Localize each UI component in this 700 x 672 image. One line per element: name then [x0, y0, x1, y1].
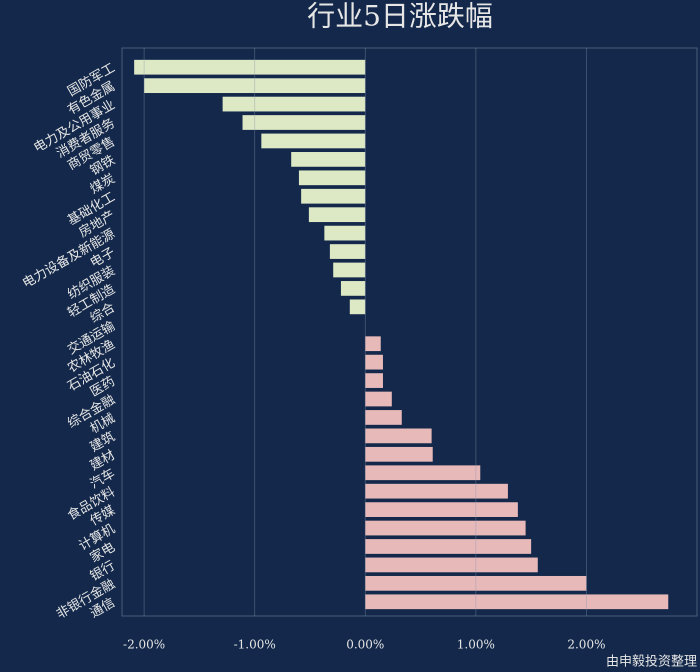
bar	[365, 336, 381, 352]
bar	[324, 225, 366, 241]
bar	[365, 575, 587, 591]
bar	[365, 446, 433, 462]
x-tick-label: 2.00%	[567, 638, 605, 652]
bar	[134, 59, 366, 75]
chart-title: 行业5日涨跌幅	[307, 0, 493, 33]
source-note: 由申毅投资整理	[606, 654, 697, 670]
x-tick-label: -2.00%	[123, 638, 165, 652]
bar	[365, 465, 481, 481]
bar	[365, 557, 538, 573]
bar	[349, 299, 366, 315]
x-tick-label: -1.00%	[234, 638, 276, 652]
bar	[365, 410, 402, 425]
bar	[291, 152, 366, 167]
bar	[365, 594, 669, 610]
bar	[365, 354, 383, 370]
bar	[298, 170, 366, 186]
bar	[365, 502, 518, 517]
bar	[365, 539, 532, 554]
bar	[340, 281, 366, 296]
bar	[365, 483, 508, 499]
bar	[365, 373, 383, 388]
bar	[242, 115, 366, 130]
bar	[365, 428, 432, 444]
bar	[144, 78, 366, 94]
bar	[222, 96, 366, 112]
bar	[308, 207, 366, 223]
bar	[333, 262, 366, 278]
bar	[365, 391, 392, 407]
bar	[365, 520, 526, 536]
x-tick-label: 1.00%	[457, 638, 495, 652]
x-tick-label: 0.00%	[346, 638, 384, 652]
bar	[329, 244, 366, 259]
plot-frame	[121, 47, 698, 617]
bar	[261, 133, 366, 149]
bar	[301, 188, 366, 204]
